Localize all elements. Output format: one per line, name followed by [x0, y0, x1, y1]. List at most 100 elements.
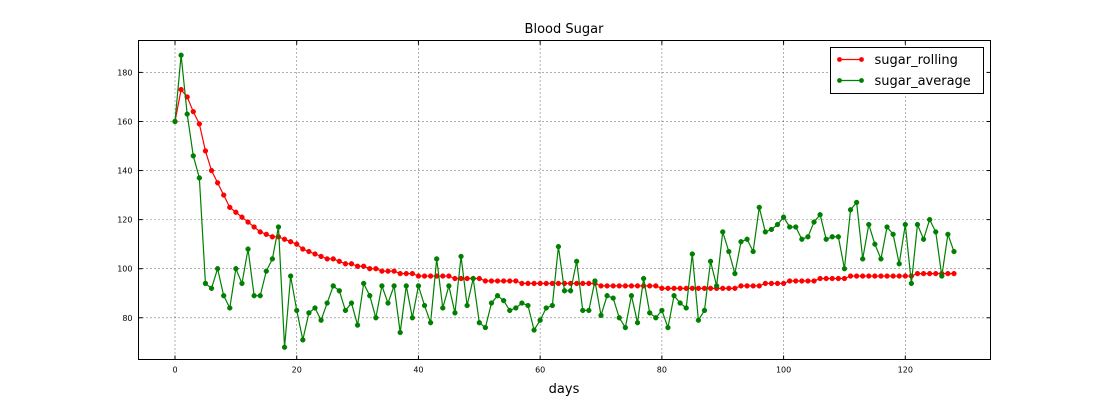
data-point: [214, 180, 221, 186]
data-point: [762, 280, 768, 287]
data-point: [361, 280, 367, 287]
data-point: [933, 229, 939, 235]
data-point: [689, 251, 695, 257]
x-tick-label: 120: [898, 366, 913, 375]
x-tick-label: 100: [776, 366, 791, 375]
data-point: [835, 275, 842, 282]
data-point: [318, 253, 324, 260]
legend-label: sugar_average: [875, 74, 971, 89]
data-point: [726, 248, 732, 255]
data-point: [780, 214, 787, 220]
data-point: [318, 317, 324, 323]
data-point: [208, 285, 215, 291]
data-point: [421, 273, 428, 279]
data-point: [665, 324, 671, 331]
data-point: [592, 278, 598, 284]
data-point: [196, 121, 203, 127]
data-point: [653, 315, 659, 321]
y-tick-label: 180: [117, 68, 132, 77]
data-point: [513, 278, 519, 284]
data-point: [519, 280, 525, 287]
data-point: [367, 266, 373, 272]
data-point: [233, 209, 239, 215]
data-point: [202, 280, 209, 287]
data-point: [221, 192, 227, 198]
data-point: [945, 231, 951, 238]
data-point: [634, 283, 641, 289]
data-point: [190, 109, 196, 115]
data-point: [257, 293, 263, 299]
data-point: [440, 273, 446, 279]
data-point: [397, 329, 403, 336]
data-point: [391, 268, 397, 274]
data-point: [269, 256, 276, 262]
data-point: [580, 307, 586, 314]
y-tick-label: 100: [117, 265, 132, 274]
data-point: [519, 300, 525, 306]
data-point: [543, 305, 549, 311]
data-point: [263, 231, 269, 238]
data-point: [330, 283, 336, 289]
data-point: [488, 300, 495, 306]
data-point: [245, 219, 251, 225]
data-point: [805, 234, 811, 240]
data-point: [348, 261, 355, 267]
data-point: [756, 283, 762, 289]
data-point: [452, 310, 458, 316]
data-point: [628, 283, 635, 289]
data-point: [427, 273, 434, 279]
data-point: [500, 278, 507, 284]
legend-label: sugar_rolling: [875, 53, 958, 68]
data-point: [306, 248, 312, 255]
x-tick-label: 40: [413, 366, 423, 375]
data-point: [531, 280, 537, 287]
data-point: [951, 270, 957, 277]
data-point: [701, 285, 708, 291]
data-point: [951, 248, 957, 255]
legend-marker: [837, 78, 842, 83]
data-point: [403, 283, 409, 289]
data-point: [434, 256, 440, 262]
data-point: [659, 285, 665, 291]
data-point: [409, 315, 416, 321]
x-tick-label: 20: [292, 366, 302, 375]
data-point: [896, 273, 902, 279]
data-point: [689, 285, 695, 291]
data-point: [415, 283, 422, 289]
data-point: [878, 256, 884, 262]
data-point: [361, 263, 367, 269]
data-point: [294, 241, 300, 247]
data-point: [920, 270, 927, 277]
data-point: [531, 327, 537, 333]
data-point: [780, 280, 787, 287]
data-point: [616, 283, 622, 289]
data-point: [622, 324, 629, 331]
data-point: [586, 307, 592, 314]
data-point: [257, 229, 263, 235]
series-layer: [172, 52, 957, 350]
data-point: [172, 118, 178, 125]
data-point: [507, 307, 513, 314]
data-point: [403, 270, 409, 277]
data-point: [227, 305, 233, 311]
data-point: [239, 280, 245, 287]
data-point: [829, 275, 835, 282]
data-point: [574, 280, 580, 287]
legend-box: [830, 47, 984, 94]
data-point: [647, 310, 653, 316]
data-point: [847, 273, 854, 279]
data-point: [926, 270, 933, 277]
data-point: [421, 302, 428, 309]
data-point: [324, 300, 330, 306]
data-point: [494, 278, 501, 284]
data-point: [373, 315, 379, 321]
data-point: [695, 285, 702, 291]
data-point: [677, 300, 683, 306]
data-point: [239, 214, 245, 220]
data-point: [196, 175, 203, 181]
data-point: [902, 273, 908, 279]
data-point: [793, 278, 799, 284]
data-point: [287, 273, 294, 279]
y-tick-label: 80: [122, 314, 132, 323]
data-point: [507, 278, 513, 284]
